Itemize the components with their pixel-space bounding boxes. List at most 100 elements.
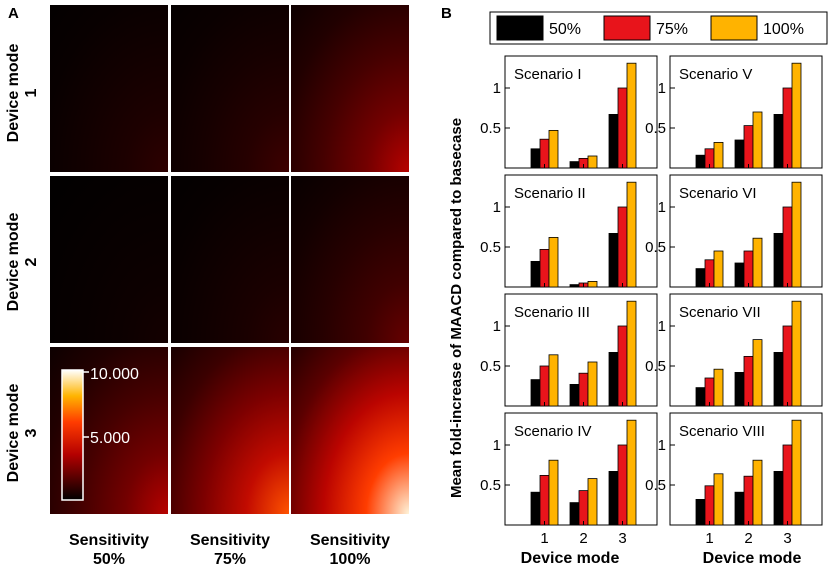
bar (569, 161, 580, 169)
x-tick-label: 2 (579, 530, 587, 547)
scenario-panel: Scenario VII 0.5 1 (645, 293, 823, 407)
bar (734, 139, 745, 169)
y-tick-label: 1 (658, 318, 666, 335)
scenario-title: Scenario IV (514, 423, 592, 440)
bar (530, 260, 541, 288)
bar (695, 387, 706, 407)
heatmap-cell (171, 5, 289, 172)
col-label-percent: 50% (93, 551, 125, 568)
y-tick-label: 1 (658, 437, 666, 454)
x-axis-label-right: Device mode (703, 550, 802, 567)
bar (704, 485, 715, 526)
row-label-title: Device mode (5, 44, 22, 143)
col-label-title: Sensitivity (69, 532, 149, 549)
bar (734, 371, 745, 407)
legend-box (489, 11, 828, 45)
row-label-title: Device mode (5, 384, 22, 483)
scenario-title: Scenario II (514, 185, 586, 202)
row-label-2: Device mode 2 (5, 213, 40, 312)
bar (626, 300, 637, 407)
bar (773, 114, 784, 169)
bar (734, 491, 745, 526)
y-tick-label: 1 (658, 80, 666, 97)
scenario-panel: Scenario III 0.5 1 (480, 293, 658, 407)
bar (713, 473, 724, 526)
bar (539, 365, 550, 407)
bar (548, 354, 559, 407)
legend-swatch (496, 15, 544, 41)
panel-b-y-axis-label: Mean fold-increase of MAACD compared to … (448, 118, 465, 498)
bar (530, 148, 541, 169)
x-tick-label: 3 (783, 530, 791, 547)
colorbar-max-label: 10.000 (90, 366, 139, 383)
bar (704, 377, 715, 407)
panel-a-letter: A (8, 5, 19, 22)
bar (752, 339, 763, 407)
y-tick-label: 1 (493, 80, 501, 97)
bar (782, 206, 793, 288)
bar (617, 87, 628, 169)
bar (569, 284, 580, 288)
bar (752, 237, 763, 288)
x-tick-label: 3 (618, 530, 626, 547)
bar (578, 490, 589, 526)
scenario-panel: Scenario II 0.5 1 (480, 174, 658, 288)
bar (608, 114, 619, 169)
legend-swatch (603, 15, 651, 41)
bar (587, 280, 598, 288)
x-tick-label: 2 (744, 530, 752, 547)
bar (752, 111, 763, 169)
y-tick-label: 0.5 (480, 120, 501, 137)
y-tick-label: 1 (493, 199, 501, 216)
col-label-title: Sensitivity (310, 532, 390, 549)
bar (548, 236, 559, 288)
legend-label: 100% (763, 21, 804, 38)
bar (617, 206, 628, 288)
x-axis-label-left: Device mode (521, 550, 620, 567)
colorbar-mid-label: 5.000 (90, 430, 130, 447)
bar (782, 325, 793, 407)
bar (791, 419, 802, 526)
bar (713, 141, 724, 169)
y-tick-label: 0.5 (645, 239, 666, 256)
x-tick-label: 1 (705, 530, 713, 547)
bar (587, 361, 598, 407)
x-tick-label: 1 (540, 530, 548, 547)
scenario-title: Scenario VII (679, 304, 761, 321)
bar (569, 383, 580, 407)
scenario-title: Scenario VI (679, 185, 757, 202)
bar (530, 491, 541, 526)
scenario-title: Scenario VIII (679, 423, 765, 440)
bar (539, 248, 550, 288)
col-label-percent: 100% (330, 551, 371, 568)
bar (539, 138, 550, 169)
bar (587, 155, 598, 169)
y-tick-label: 0.5 (645, 358, 666, 375)
scenario-title: Scenario III (514, 304, 590, 321)
bar (626, 181, 637, 288)
bar (548, 129, 559, 169)
row-label-3: Device mode 3 (5, 384, 40, 483)
bar (569, 502, 580, 526)
colorbar-gradient (61, 369, 84, 501)
scenario-title: Scenario I (514, 66, 582, 83)
row-label-number: 1 (23, 88, 40, 97)
y-tick-label: 0.5 (645, 477, 666, 494)
bar (704, 259, 715, 288)
heatmap-cell (291, 347, 409, 514)
bar (695, 498, 706, 526)
row-label-1: Device mode 1 (5, 44, 40, 143)
bar (578, 372, 589, 407)
bar (773, 351, 784, 407)
panel-b-letter: B (441, 5, 452, 22)
scenario-panel: Scenario I 0.5 1 (480, 55, 658, 169)
legend-label: 50% (549, 21, 581, 38)
legend-swatch (710, 15, 758, 41)
bar (782, 444, 793, 526)
legend-label: 75% (656, 21, 688, 38)
y-tick-label: 0.5 (480, 358, 501, 375)
legend: 50% 75% 100% (489, 11, 828, 45)
bar (752, 459, 763, 526)
bar (743, 475, 754, 526)
